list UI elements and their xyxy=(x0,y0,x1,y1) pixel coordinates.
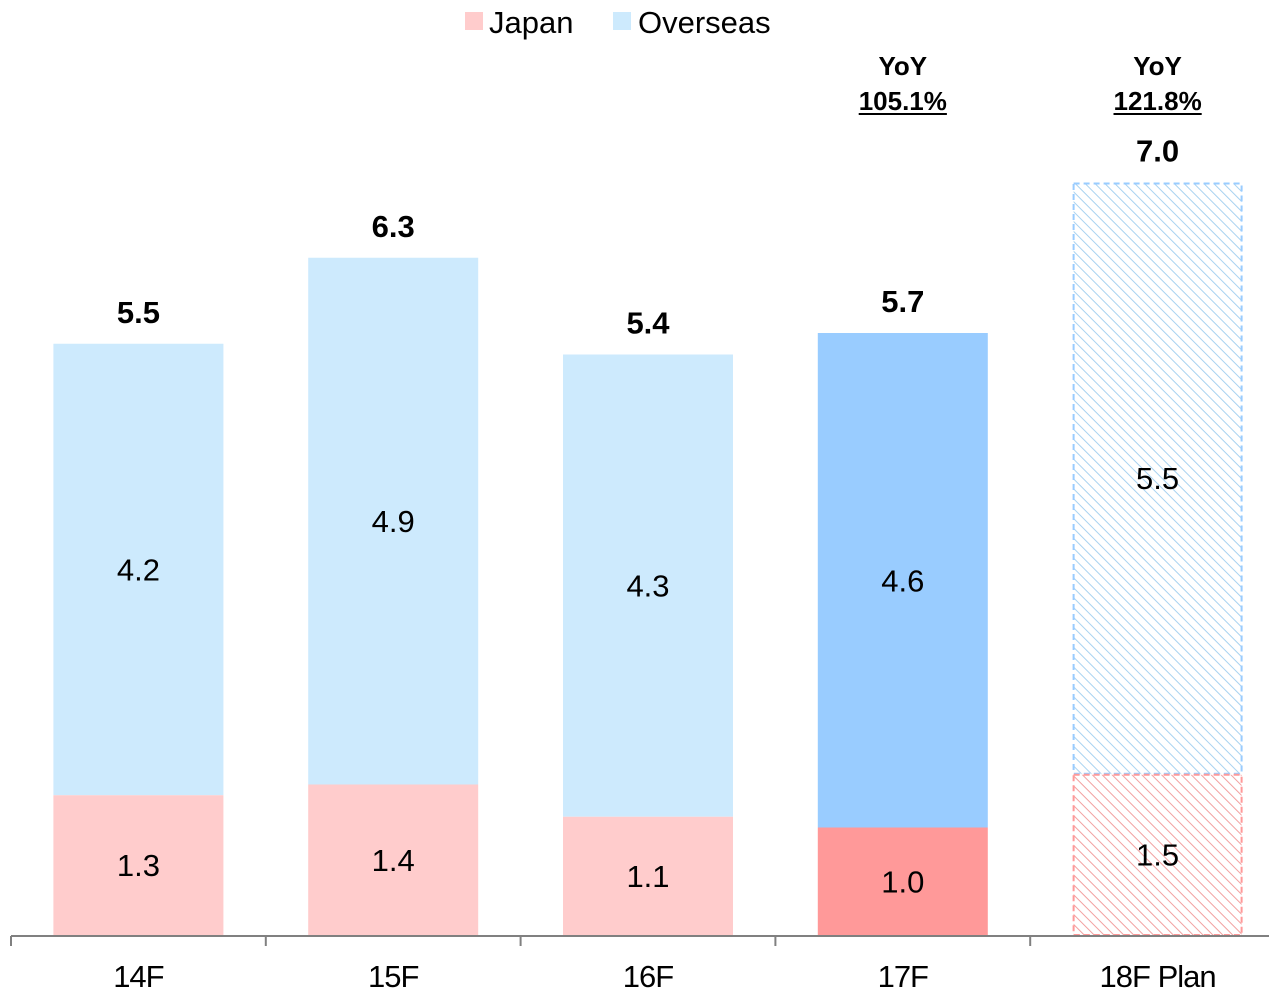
x-axis: 14F 15F 16F 17F 18F Plan xyxy=(10,935,1269,992)
x-tick-label-18f-plan: 18F Plan xyxy=(1100,959,1216,992)
total-label-15f: 6.3 xyxy=(372,209,415,244)
yoy-value-17f: 105.1% xyxy=(859,86,947,116)
legend-label-japan: Japan xyxy=(489,5,573,40)
label-overseas-16f: 4.3 xyxy=(626,569,669,604)
segment-labels-group: 1.3 4.2 1.4 4.9 1.1 4.3 1.0 4.6 1.5 5.5 xyxy=(117,461,1179,899)
x-tick-label-16f: 16F xyxy=(623,959,673,992)
legend-swatch-japan xyxy=(465,12,483,30)
label-japan-16f: 1.1 xyxy=(626,859,669,894)
x-tick-label-17f: 17F xyxy=(878,959,928,992)
label-japan-14f: 1.3 xyxy=(117,848,160,883)
bar-japan-14f xyxy=(53,795,224,935)
total-label-16f: 5.4 xyxy=(626,306,670,341)
yoy-title-17f: YoY xyxy=(878,51,927,81)
x-tick-label-15f: 15F xyxy=(368,959,418,992)
bar-japan-18f-plan xyxy=(1072,773,1243,936)
yoy-value-18f-plan: 121.8% xyxy=(1114,86,1202,116)
total-label-18f-plan: 7.0 xyxy=(1136,134,1179,169)
legend-swatch-overseas xyxy=(613,12,631,30)
x-tick-label-14f: 14F xyxy=(113,959,163,992)
label-overseas-14f: 4.2 xyxy=(117,553,160,588)
x-axis-ticks xyxy=(10,936,1032,946)
bar-overseas-16f xyxy=(563,354,733,817)
label-japan-15f: 1.4 xyxy=(372,843,415,878)
yoy-annotations-group: YoY 105.1% YoY 121.8% xyxy=(858,51,1202,116)
label-overseas-18f-plan: 5.5 xyxy=(1136,461,1179,496)
bar-japan-16f xyxy=(563,816,733,935)
bars-group xyxy=(53,182,1243,936)
bar-japan-15f xyxy=(308,784,479,935)
bar-japan-17f xyxy=(817,827,988,935)
label-overseas-17f: 4.6 xyxy=(881,563,924,598)
label-overseas-15f: 4.9 xyxy=(372,504,415,539)
bar-overseas-15f xyxy=(308,257,479,785)
total-labels-group: 5.5 6.3 5.4 5.7 7.0 xyxy=(117,134,1179,341)
legend-label-overseas: Overseas xyxy=(638,5,771,40)
bar-overseas-18f-plan xyxy=(1072,182,1243,775)
label-japan-18f-plan: 1.5 xyxy=(1136,837,1179,872)
bar-overseas-14f xyxy=(53,343,224,796)
yoy-title-18f-plan: YoY xyxy=(1133,51,1182,81)
total-label-14f: 5.5 xyxy=(117,295,160,330)
x-axis-tick-labels: 14F 15F 16F 17F 18F Plan xyxy=(113,959,1216,992)
legend: Japan Overseas xyxy=(465,5,771,40)
total-label-17f: 5.7 xyxy=(881,284,924,319)
label-japan-17f: 1.0 xyxy=(881,864,924,899)
bar-overseas-17f xyxy=(817,333,988,828)
